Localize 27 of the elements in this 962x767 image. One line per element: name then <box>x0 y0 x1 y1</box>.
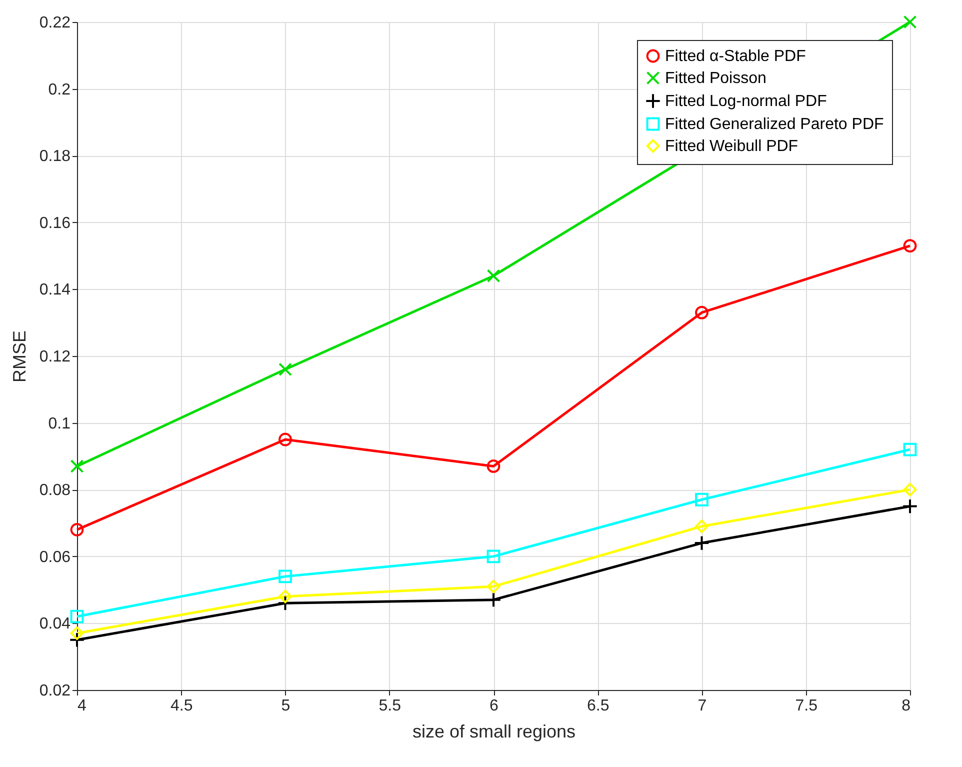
x-axis-title: size of small regions <box>412 722 576 742</box>
y-tick-label: 0.2 <box>48 81 71 98</box>
x-tick-label: 7.5 <box>795 698 818 714</box>
y-tick-label: 0.22 <box>39 14 71 32</box>
y-tick-label: 0.14 <box>39 282 71 299</box>
legend-label: Fitted Weibull PDF <box>665 138 798 155</box>
x-tick-label: 7 <box>698 698 707 714</box>
legend-label: Fitted Generalized Pareto PDF <box>665 116 884 133</box>
y-tick-label: 0.18 <box>39 148 71 166</box>
x-tick-label: 6.5 <box>587 698 610 714</box>
y-tick-label: 0.12 <box>39 348 71 366</box>
y-tick-label: 0.1 <box>48 415 71 432</box>
x-tick-label: 5.5 <box>378 698 402 714</box>
y-tick-label: 0.06 <box>39 548 71 566</box>
x-tick-label: 8 <box>902 698 911 714</box>
legend-label: Fitted Log-normal PDF <box>665 93 828 110</box>
y-tick-label: 0.02 <box>39 682 71 700</box>
legend-label: Fitted Poisson <box>665 70 766 87</box>
x-tick-label: 5 <box>281 698 290 714</box>
y-tick-label: 0.08 <box>39 482 71 500</box>
legend-label: Fitted α-Stable PDF <box>665 48 806 65</box>
y-tick-label: 0.16 <box>39 214 71 232</box>
x-tick-label: 6 <box>490 698 499 714</box>
x-tick-label: 4.5 <box>170 698 193 714</box>
y-tick-label: 0.04 <box>39 616 71 633</box>
x-tick-label: 4 <box>78 698 86 714</box>
y-axis-title: RMSE <box>9 330 30 383</box>
